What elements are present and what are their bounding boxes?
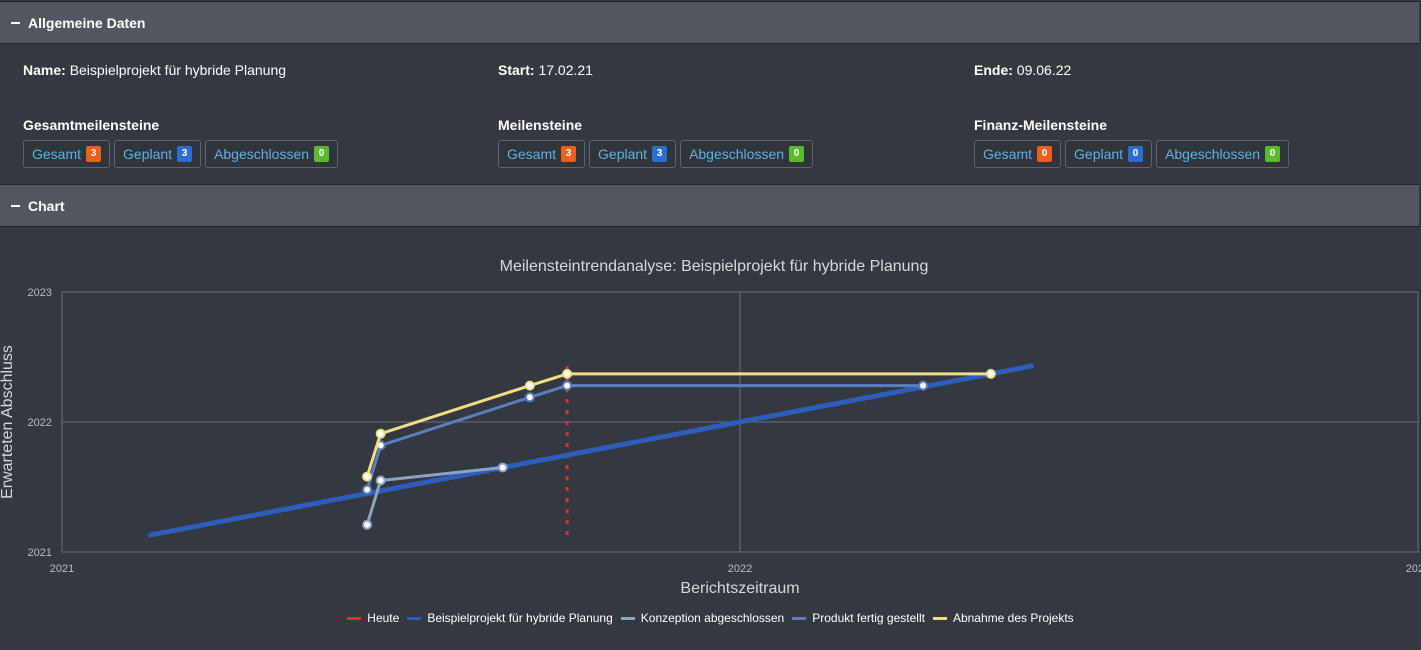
legend-label: Abnahme des Projekts [952,611,1074,625]
data-point [362,471,373,482]
y-tick-label: 2022 [28,417,52,429]
legend-item[interactable]: Beispielprojekt für hybride Planung [407,611,613,625]
general-section-title: Allgemeine Daten [28,14,146,31]
total-button[interactable]: Gesamt 3 [498,140,586,168]
planned-button[interactable]: Geplant 0 [1065,140,1153,168]
y-tick-label: 2021 [28,547,52,559]
collapse-icon[interactable] [11,21,20,24]
end-date-field: Ende: 09.06.22 [974,62,1071,78]
button-label: Gesamt [983,146,1033,162]
count-badge: 0 [789,146,805,162]
group-title-milestones: Meilensteine [498,117,583,133]
name-label: Name: [23,62,66,78]
count-badge: 3 [86,146,102,162]
data-point [362,484,373,495]
legend-label: Konzeption abgeschlossen [640,611,785,625]
button-label: Geplant [123,146,173,162]
x-tick-label: 2023 [1406,563,1421,575]
general-section-header[interactable]: Allgemeine Daten [0,1,1419,44]
count-badge: 0 [1128,146,1144,162]
chart-section-header[interactable]: Chart [0,184,1419,227]
data-point [497,462,508,473]
legend-item[interactable]: Abnahme des Projekts [932,611,1074,625]
end-value: 09.06.22 [1016,62,1072,78]
group-title-finance-milestones: Finanz-Meilensteine [974,117,1108,133]
count-badge: 3 [652,146,668,162]
button-label: Abgeschlossen [1165,146,1261,162]
chart-legend: Heute Beispielprojekt für hybride Planung… [0,611,1421,625]
legend-swatch [620,616,635,620]
name-value: Beispielprojekt für hybride Planung [69,62,287,78]
y-tick-label: 2023 [28,287,52,299]
milestone-trend-chart: Meilensteintrendanalyse: Beispielprojekt… [0,258,1421,597]
milestones-buttons: Gesamt 3 Geplant 3 Abgeschlossen 0 [498,140,814,168]
end-label: Ende: [974,62,1013,78]
button-label: Geplant [598,146,648,162]
x-axis-label: Berichtszeitraum [680,580,799,597]
legend-swatch [347,616,362,620]
count-badge: 0 [1265,146,1281,162]
chart-title: Meilensteintrendanalyse: Beispielprojekt… [500,258,929,275]
button-label: Geplant [1074,146,1124,162]
series-line-project [147,363,1035,538]
completed-button[interactable]: Abgeschlossen 0 [205,140,339,168]
group-title-total-milestones: Gesamtmeilensteine [23,117,160,133]
legend-item[interactable]: Konzeption abgeschlossen [620,611,785,625]
data-point [562,368,573,379]
data-point [362,519,373,530]
button-label: Gesamt [32,146,82,162]
total-button[interactable]: Gesamt 3 [23,140,111,168]
finance-milestones-buttons: Gesamt 0 Geplant 0 Abgeschlossen 0 [974,140,1290,168]
legend-item[interactable]: Produkt fertig gestellt [792,611,925,625]
completed-button[interactable]: Abgeschlossen 0 [680,140,814,168]
data-point [918,380,929,391]
data-point [524,392,535,403]
legend-label: Produkt fertig gestellt [812,611,925,625]
data-point [375,475,386,486]
completed-button[interactable]: Abgeschlossen 0 [1156,140,1290,168]
button-label: Abgeschlossen [214,146,310,162]
legend-swatch [932,616,947,620]
total-button[interactable]: Gesamt 0 [974,140,1062,168]
legend-swatch [407,616,422,620]
button-label: Gesamt [507,146,557,162]
project-name-field: Name: Beispielprojekt für hybride Planun… [23,62,286,78]
y-axis-label: Erwarteten Abschluss [0,345,16,499]
legend-label: Heute [367,611,400,625]
start-date-field: Start: 17.02.21 [498,62,593,78]
chart-section-title: Chart [28,197,65,214]
collapse-icon[interactable] [11,204,20,207]
start-value: 17.02.21 [538,62,593,78]
count-badge: 0 [314,146,330,162]
count-badge: 3 [177,146,193,162]
data-point [375,428,386,439]
count-badge: 3 [561,146,577,162]
button-label: Abgeschlossen [689,146,785,162]
data-point [985,368,996,379]
start-label: Start: [498,62,535,78]
series-line-2 [365,466,503,526]
x-tick-label: 2021 [50,563,74,575]
legend-item[interactable]: Heute [347,611,399,625]
count-badge: 0 [1037,146,1053,162]
legend-label: Beispielprojekt für hybride Planung [427,611,613,625]
legend-swatch [792,616,807,620]
planned-button[interactable]: Geplant 3 [589,140,677,168]
data-point [524,380,535,391]
total-milestones-buttons: Gesamt 3 Geplant 3 Abgeschlossen 0 [23,140,339,168]
x-tick-label: 2022 [728,563,752,575]
planned-button[interactable]: Geplant 3 [114,140,202,168]
data-point [562,380,573,391]
